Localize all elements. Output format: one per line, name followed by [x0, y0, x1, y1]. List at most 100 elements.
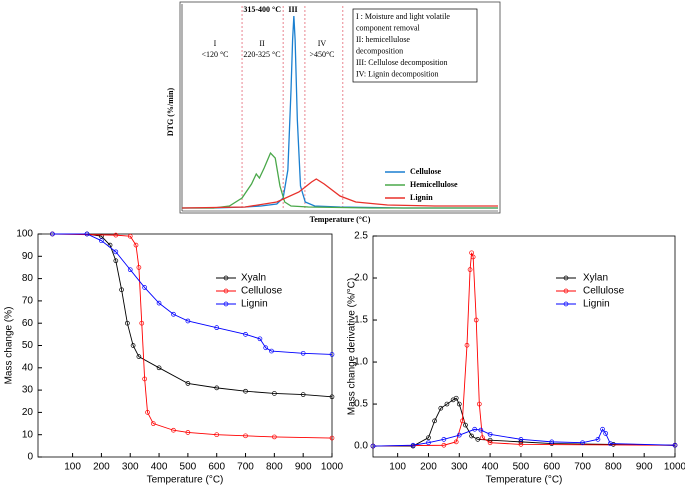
y-axis-title: DTG (%/min) — [166, 88, 175, 137]
series-marker — [133, 242, 139, 248]
x-tick-label: 1000 — [664, 462, 685, 473]
series-marker — [127, 233, 133, 239]
y-tick-label: 0.0 — [354, 441, 368, 452]
x-tick-label: 200 — [420, 462, 437, 473]
series-marker — [453, 395, 459, 401]
series-marker — [441, 442, 447, 448]
y-tick-label: 1.5 — [354, 315, 368, 326]
series-marker — [142, 285, 147, 290]
series-marker — [263, 345, 269, 351]
series-marker — [463, 422, 468, 428]
x-tick-label: 300 — [451, 462, 468, 473]
region-range: 315-400 °C — [243, 5, 281, 14]
dtg-panel: DTG (%/min) Temperature (°C) I <120 °C II 220… — [166, 1, 501, 224]
series-marker — [470, 254, 476, 260]
series-marker — [156, 300, 162, 306]
x-tick-label: 600 — [543, 462, 560, 473]
y-tick-label: 30 — [22, 385, 34, 396]
series-marker — [469, 433, 474, 439]
x-axis-title: Temperature (°C) — [310, 215, 371, 224]
series-marker — [464, 342, 470, 348]
region-numeral: I — [214, 39, 217, 48]
y-tick-label: 60 — [22, 318, 34, 329]
series-marker — [426, 440, 431, 446]
series-marker — [460, 418, 465, 424]
x-tick-label: 900 — [295, 462, 312, 473]
legend-label: Cellulose — [410, 167, 442, 176]
legend-marker — [563, 275, 569, 281]
series-marker — [214, 325, 220, 331]
series-marker — [300, 350, 306, 356]
x-tick-label: 400 — [482, 462, 499, 473]
series-marker — [329, 394, 335, 400]
series-marker — [127, 267, 133, 273]
legend-marker — [223, 288, 229, 294]
series-line — [182, 151, 498, 209]
x-tick-label: 500 — [180, 462, 197, 473]
legend-label: Lignin — [241, 299, 268, 310]
series-marker — [444, 401, 450, 407]
y-tick-label: 100 — [16, 229, 33, 240]
series-marker — [475, 437, 481, 442]
x-tick-label: 1000 — [321, 462, 344, 473]
note-line: II: hemicellulose — [356, 35, 410, 44]
series-line — [372, 428, 676, 447]
y-tick-label: 80 — [22, 273, 34, 284]
y-tick-label: 90 — [22, 251, 34, 262]
y-axis-title: Mass change (%) — [4, 307, 15, 385]
series-line — [52, 233, 333, 355]
series-marker — [119, 287, 124, 293]
x-axis-title: Temperature (°C) — [486, 475, 563, 486]
note-line: component removal — [356, 23, 421, 32]
note-line: IV: Lignin decomposition — [356, 69, 439, 78]
series-line — [52, 233, 333, 398]
derivative-panel: 100 200 300 400 500 600 700 800 900 1000 0.0 0.5 1.0… — [347, 231, 685, 486]
y-tick-label: 0.5 — [354, 399, 368, 410]
series-marker — [472, 426, 478, 432]
x-tick-label: 100 — [389, 462, 406, 473]
series-marker — [50, 231, 55, 237]
series-marker — [185, 381, 191, 386]
legend-label: Lignin — [583, 299, 610, 310]
series-marker — [518, 439, 524, 445]
series-marker — [441, 437, 447, 442]
x-tick-label: 100 — [64, 462, 81, 473]
series-marker — [272, 434, 277, 440]
x-tick-label: 700 — [237, 462, 254, 473]
series-marker — [243, 388, 248, 394]
series-marker — [611, 442, 616, 447]
series-marker — [214, 385, 220, 391]
x-tick-label: 200 — [93, 462, 110, 473]
series-marker — [113, 232, 119, 238]
x-tick-label: 500 — [513, 462, 530, 473]
series-marker — [99, 238, 104, 244]
series-marker — [370, 443, 376, 449]
series-marker — [142, 376, 147, 382]
legend-label: Cellulose — [241, 286, 283, 297]
region-numeral: II — [259, 39, 265, 48]
x-tick-label: 800 — [605, 462, 622, 473]
series-marker — [257, 336, 263, 342]
series-marker — [243, 433, 248, 439]
series-marker — [136, 354, 142, 359]
y-tick-label: 10 — [22, 429, 34, 440]
region-range: >450°C — [309, 50, 334, 59]
series-marker — [456, 401, 462, 407]
x-tick-label: 800 — [266, 462, 283, 473]
series-marker — [410, 442, 416, 448]
series-marker — [84, 231, 90, 237]
series-marker — [329, 352, 335, 357]
y-tick-label: 70 — [22, 296, 34, 307]
series-line — [372, 252, 676, 447]
series-marker — [269, 348, 274, 354]
note-line: decomposition — [356, 46, 403, 55]
series-marker — [171, 311, 176, 317]
note-line: I : Moisture and light volatile — [356, 12, 450, 21]
y-tick-label: 50 — [22, 340, 34, 351]
series-marker — [672, 442, 678, 448]
series-marker — [438, 405, 444, 411]
series-marker — [139, 320, 145, 326]
series-marker — [300, 392, 306, 397]
y-tick-label: 2.0 — [354, 273, 368, 284]
